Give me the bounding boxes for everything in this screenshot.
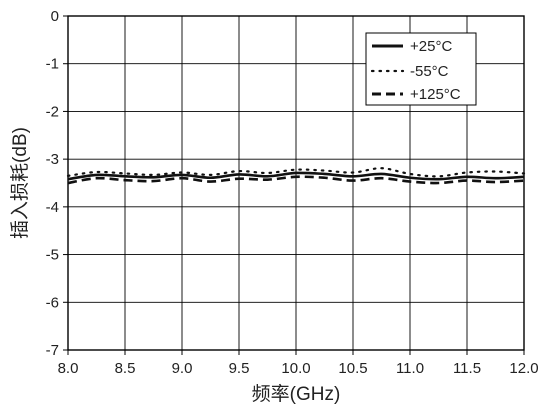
y-tick-label: -7 <box>46 342 59 359</box>
y-tick-label: -6 <box>46 294 59 311</box>
x-axis-title: 频率(GHz) <box>252 383 341 405</box>
y-axis-title: 插入损耗(dB) <box>9 127 31 239</box>
x-tick-label: 10.5 <box>338 360 367 377</box>
y-axis-tick-labels: 0 -1 -2 -3 -4 -5 -6 -7 <box>46 8 59 359</box>
y-tick-label: -4 <box>46 199 59 216</box>
x-tick-label: 8.5 <box>115 360 136 377</box>
y-tick-label: -3 <box>46 151 59 168</box>
series-line-1 <box>67 171 525 181</box>
x-tick-label: 9.0 <box>172 360 193 377</box>
y-tick-label: -5 <box>46 247 59 264</box>
x-axis-tick-labels: 8.0 8.5 9.0 9.5 10.0 10.5 11.0 11.5 12.0 <box>58 360 539 377</box>
data-series <box>66 167 526 185</box>
x-tick-label: 10.0 <box>281 360 310 377</box>
legend: +25°C -55°C +125°C <box>365 32 477 106</box>
x-tick-label: 9.5 <box>229 360 250 377</box>
y-tick-label: -1 <box>46 56 59 73</box>
series-line-2 <box>66 167 526 178</box>
legend-label-minus55c: -55°C <box>410 63 449 80</box>
x-tick-label: 11.5 <box>453 360 481 377</box>
x-tick-label: 12.0 <box>509 360 538 377</box>
y-tick-label: -2 <box>46 103 59 120</box>
y-tick-label: 0 <box>51 8 59 25</box>
x-tick-label: 11.0 <box>396 360 424 377</box>
series-line-3 <box>67 175 525 185</box>
legend-label-125c: +125°C <box>410 86 461 103</box>
x-tick-label: 8.0 <box>58 360 79 377</box>
legend-label-25c: +25°C <box>410 38 452 55</box>
